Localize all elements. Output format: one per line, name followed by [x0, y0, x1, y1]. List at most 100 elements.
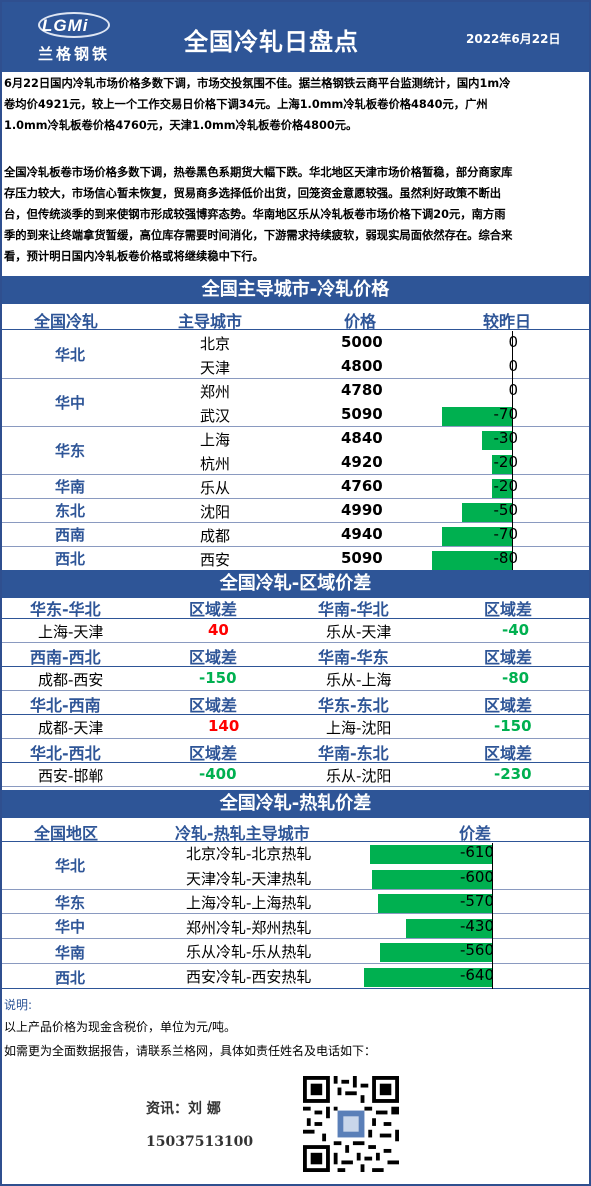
- change-bar: [442, 527, 512, 546]
- col-header-city: 主导城市: [178, 312, 243, 331]
- divider: [2, 690, 589, 691]
- city-name: 郑州: [200, 383, 231, 401]
- region-south: 华南: [54, 478, 85, 496]
- spread-right-head: 华南-东北: [318, 744, 389, 763]
- page-title: 全国冷轧日盘点: [184, 28, 359, 56]
- header-bar: LGMi 兰格钢铁 全国冷轧日盘点 2022年6月22日: [2, 2, 589, 72]
- summary-line: 1.0mm冷轧板卷价格4760元，天津1.0mm冷轧板卷价格4800元。: [4, 119, 358, 132]
- logo-ring-icon: [38, 12, 110, 38]
- spread-label: -640: [459, 966, 494, 984]
- spread-axis: [492, 843, 493, 989]
- spread-left-label: 区域差: [189, 744, 238, 763]
- divider: [2, 988, 589, 989]
- summary-paragraph-2: 全国冷轧板卷市场价格多数下调，热卷黑色系期货大幅下跌。华北地区天津市场价格暂稳，…: [4, 162, 587, 267]
- spread-right-label: 区域差: [484, 648, 533, 667]
- divider: [2, 738, 589, 739]
- spread-right-pair: 上海-沈阳: [326, 719, 392, 737]
- spread-right-pair: 乐从-天津: [326, 623, 392, 641]
- notes-line-2: 如需更为全面数据报告，请联系兰格网，具体如责任姓名及电话如下：: [4, 1044, 377, 1058]
- spread-right-pair: 乐从-沈阳: [326, 767, 392, 785]
- city-name: 武汉: [200, 407, 231, 425]
- city-price: 4920: [341, 453, 383, 471]
- hc-region-south: 华南: [54, 944, 85, 962]
- divider: [2, 963, 589, 964]
- spread-left-pair: 上海-天津: [38, 623, 104, 641]
- city-name: 乐从: [200, 479, 231, 497]
- spread-right-head: 华东-东北: [318, 696, 389, 715]
- spread-right-value: -150: [494, 717, 532, 735]
- spread-left-label: 区域差: [189, 696, 238, 715]
- hc-region-northwest: 西北: [54, 969, 85, 987]
- change-label: 0: [508, 381, 518, 399]
- spread-label: -570: [459, 892, 494, 910]
- contact-phone: 15037513100: [146, 1134, 254, 1150]
- city-price: 5090: [341, 549, 383, 567]
- divider: [2, 522, 589, 523]
- spread-bar: [370, 845, 492, 864]
- change-bar: [442, 407, 512, 426]
- change-label: -70: [493, 525, 519, 543]
- pair-name: 天津冷轧-天津热轧: [186, 870, 312, 888]
- city-name: 成都: [200, 527, 231, 545]
- col-header-price: 价格: [344, 312, 377, 331]
- region-southwest: 西南: [54, 526, 85, 544]
- notes-line-1: 以上产品价格为现金含税价，单位为元/吨。: [4, 1020, 237, 1034]
- city-price: 5000: [341, 333, 383, 351]
- summary-paragraph-1: 6月22日国内冷轧市场价格多数下调，市场交投氛围不佳。据兰格钢铁云商平台监测统计…: [4, 73, 587, 136]
- report-date: 2022年6月22日: [466, 32, 561, 46]
- logo-text: LGMi: [42, 16, 89, 35]
- spread-right-value: -40: [502, 621, 530, 639]
- col-header-pair: 冷轧-热轧主导城市: [175, 824, 310, 843]
- region-central: 华中: [54, 394, 85, 412]
- prices-section-title: 全国主导城市-冷轧价格: [2, 276, 589, 304]
- city-price: 4990: [341, 501, 383, 519]
- change-label: 0: [508, 357, 518, 375]
- change-label: -70: [493, 405, 519, 423]
- divider: [2, 714, 589, 715]
- summary-line: 存压力较大，市场信心暂未恢复，贸易商多选择低价出货，回笼资金意愿较强。虽然利好政…: [4, 187, 502, 200]
- spread-right-head: 华南-华东: [318, 648, 389, 667]
- spread-left-label: 区域差: [189, 648, 238, 667]
- spread-left-pair: 成都-西安: [38, 671, 104, 689]
- pair-name: 西安冷轧-西安热轧: [186, 968, 312, 986]
- hc-region-central: 华中: [54, 918, 85, 936]
- region-northeast: 东北: [54, 502, 85, 520]
- spread-left-head: 华北-西北: [30, 744, 101, 763]
- spread-right-label: 区域差: [484, 744, 533, 763]
- divider: [2, 841, 589, 842]
- region-northwest: 西北: [54, 550, 85, 568]
- spread-label: -430: [459, 917, 494, 935]
- spread-left-pair: 西安-邯郸: [38, 767, 104, 785]
- pair-name: 上海冷轧-上海热轧: [186, 894, 312, 912]
- spread-label: -560: [459, 941, 494, 959]
- spreads-section-title: 全国冷轧-区域价差: [2, 570, 589, 598]
- spread-label: -610: [459, 843, 494, 861]
- lgmi-logo: LGMi 兰格钢铁: [32, 10, 122, 66]
- change-label: -20: [493, 477, 519, 495]
- change-bar: [462, 503, 512, 522]
- spread-bar: [364, 968, 492, 987]
- hotcold-column-headers: 全国地区 冷轧-热轧主导城市 价差: [2, 820, 589, 843]
- hc-region-north: 华北: [54, 857, 85, 875]
- spread-left-head: 西南-西北: [30, 648, 101, 667]
- summary-line: 季的到来让终端拿货暂缓，高位库存需要时间消化，下游需求持续疲软，弱现实局面依然存…: [4, 229, 513, 242]
- spread-right-value: -80: [502, 669, 530, 687]
- divider: [2, 426, 589, 427]
- city-name: 天津: [200, 359, 231, 377]
- region-north: 华北: [54, 346, 85, 364]
- divider: [2, 786, 589, 787]
- spread-left-label: 区域差: [189, 600, 238, 619]
- spread-left-value: 40: [208, 621, 229, 639]
- spread-right-label: 区域差: [484, 696, 533, 715]
- city-price: 4780: [341, 381, 383, 399]
- spread-bar: [378, 894, 492, 913]
- spread-right-head: 华南-华北: [318, 600, 389, 619]
- col-header-region: 全国冷轧: [34, 312, 99, 331]
- pair-name: 乐从冷轧-乐从热轧: [186, 943, 312, 961]
- region-east: 华东: [54, 442, 85, 460]
- spread-right-pair: 乐从-上海: [326, 671, 392, 689]
- qr-code-icon: [303, 1076, 399, 1172]
- change-bar: [492, 455, 512, 474]
- spread-bar: [372, 870, 492, 889]
